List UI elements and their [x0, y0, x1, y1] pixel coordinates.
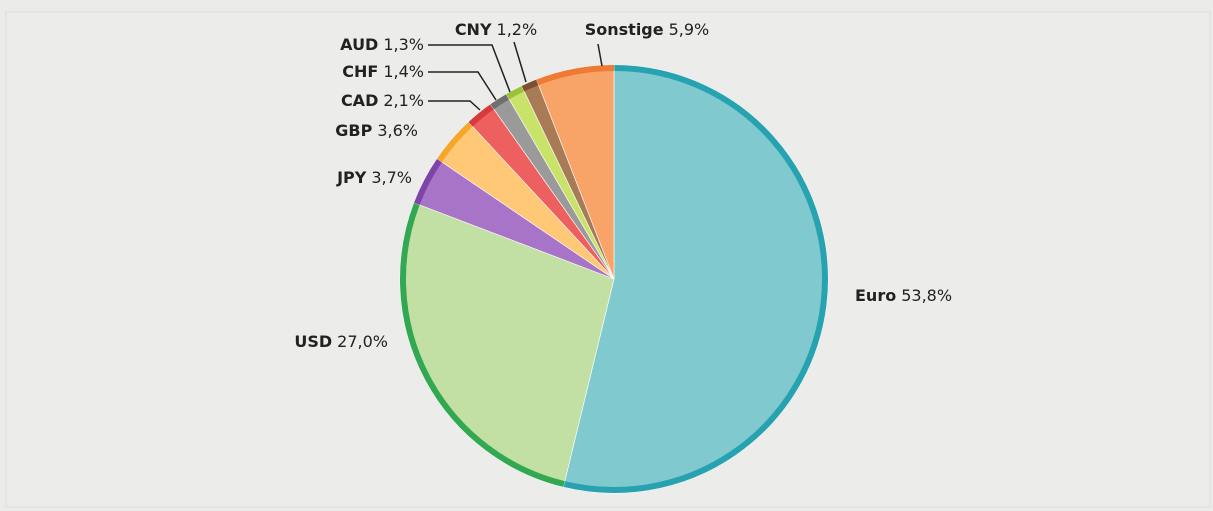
- leader-lines: [428, 41, 603, 111]
- slice-border: [563, 65, 828, 493]
- slice-name: GBP: [335, 121, 372, 140]
- slice-value: 2,1%: [383, 91, 424, 110]
- slice-name: CHF: [342, 62, 378, 81]
- slice-label: JPY 3,7%: [336, 168, 412, 187]
- slice-label: CAD 2,1%: [341, 91, 424, 110]
- slice-value: 3,6%: [377, 121, 418, 140]
- slice-label: Sonstige 5,9%: [585, 20, 710, 39]
- leader-line: [428, 100, 481, 111]
- leader-line: [428, 44, 511, 93]
- slice-border: [400, 202, 565, 487]
- slice-value: 5,9%: [669, 20, 710, 39]
- slice-name: Sonstige: [585, 20, 664, 39]
- slice-label: GBP 3,6%: [335, 121, 418, 140]
- slice-name: AUD: [340, 35, 378, 54]
- slice-value: 27,0%: [337, 332, 388, 351]
- leader-line: [597, 43, 603, 67]
- slice-border: [414, 158, 442, 205]
- slice-label: AUD 1,3%: [340, 35, 424, 54]
- slice-border: [536, 65, 615, 86]
- slice-value: 1,2%: [497, 20, 538, 39]
- slice-value: 3,7%: [371, 168, 412, 187]
- slice-name: CNY: [455, 20, 492, 39]
- pie: [399, 64, 829, 494]
- slice-label: CNY 1,2%: [455, 20, 537, 39]
- slice-label: Euro 53,8%: [855, 286, 952, 305]
- slice-name: Euro: [855, 286, 896, 305]
- leader-line: [428, 71, 497, 101]
- labels: Euro 53,8% USD 27,0% JPY 3,7% GBP 3,6% CAD 2,1% CH…: [294, 20, 952, 351]
- slice-label: CHF 1,4%: [342, 62, 424, 81]
- slice-value: 1,4%: [383, 62, 424, 81]
- slice-label: USD 27,0%: [294, 332, 388, 351]
- leader-line: [513, 41, 527, 83]
- slice-name: USD: [294, 332, 332, 351]
- slice-name: CAD: [341, 91, 378, 110]
- slice-value: 53,8%: [901, 286, 952, 305]
- slice-value: 1,3%: [383, 35, 424, 54]
- slice-name: JPY: [336, 168, 367, 187]
